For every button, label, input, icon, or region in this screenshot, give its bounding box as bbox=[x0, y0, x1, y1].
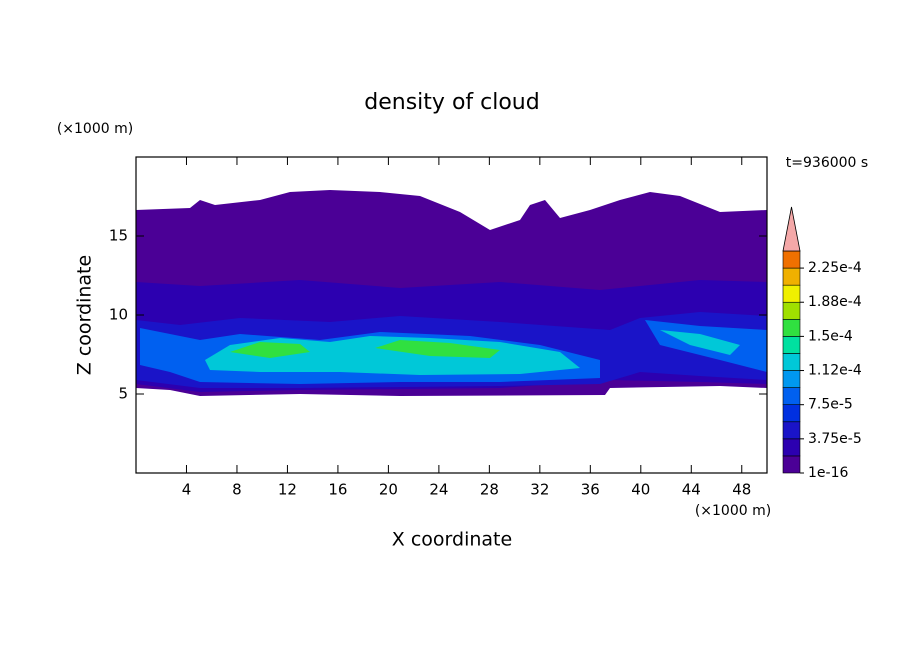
y-tick-label: 5 bbox=[118, 385, 128, 403]
contour-field bbox=[136, 190, 767, 396]
x-tick-label: 20 bbox=[379, 481, 398, 499]
colorbar-band bbox=[782, 387, 801, 405]
colorbar-label: 2.25e-4 bbox=[808, 260, 862, 276]
x-tick-label: 36 bbox=[581, 481, 600, 499]
colorbar-label: 7.5e-5 bbox=[808, 397, 853, 413]
colorbar-band bbox=[782, 438, 801, 457]
colorbar-label: 1.5e-4 bbox=[808, 328, 853, 344]
y-tick-label: 15 bbox=[109, 227, 128, 245]
colorbar-label: 1e-16 bbox=[808, 465, 848, 481]
colorbar-band bbox=[782, 336, 801, 354]
colorbar-label: 1.12e-4 bbox=[808, 363, 862, 379]
y-axis-label: Z coordinate bbox=[74, 255, 96, 375]
colorbar-label: 1.88e-4 bbox=[808, 294, 862, 310]
colorbar-label: 3.75e-5 bbox=[808, 431, 862, 447]
colorbar-band bbox=[782, 455, 801, 474]
x-tick-label: 28 bbox=[480, 481, 499, 499]
time-label: t=936000 s bbox=[786, 155, 868, 171]
x-unit: (×1000 m) bbox=[695, 503, 771, 519]
y-tick-label: 10 bbox=[109, 306, 128, 324]
x-tick-label: 16 bbox=[328, 481, 347, 499]
colorbar-band bbox=[782, 353, 801, 371]
x-tick-label: 12 bbox=[278, 481, 297, 499]
colorbar-band bbox=[782, 284, 801, 303]
colorbar-band bbox=[782, 319, 801, 337]
colorbar-band bbox=[782, 250, 801, 269]
colorbar-extend bbox=[782, 206, 801, 252]
colorbar-band bbox=[782, 267, 801, 286]
x-axis-label: X coordinate bbox=[392, 529, 512, 551]
colorbar-band bbox=[782, 421, 801, 440]
colorbar-band bbox=[782, 301, 801, 320]
x-tick-label: 48 bbox=[732, 481, 751, 499]
colorbar-band bbox=[782, 370, 801, 388]
x-tick-label: 40 bbox=[631, 481, 650, 499]
x-tick-label: 24 bbox=[429, 481, 448, 499]
colorbar-band bbox=[782, 404, 801, 423]
chart-title: density of cloud bbox=[364, 90, 539, 115]
x-tick-label: 32 bbox=[530, 481, 549, 499]
x-tick-label: 44 bbox=[682, 481, 701, 499]
x-tick-label: 8 bbox=[232, 481, 242, 499]
x-tick-label: 4 bbox=[182, 481, 192, 499]
y-unit: (×1000 m) bbox=[57, 121, 133, 137]
field-band bbox=[230, 340, 500, 358]
